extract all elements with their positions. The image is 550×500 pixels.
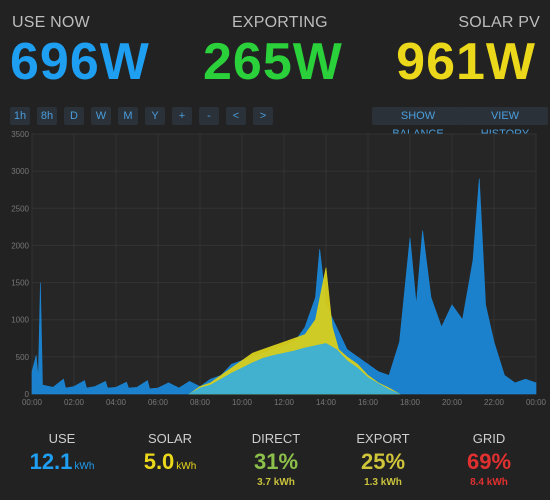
- x-tick-label: 18:00: [400, 398, 421, 407]
- x-tick-label: 00:00: [22, 398, 43, 407]
- y-tick-label: 3000: [11, 167, 29, 176]
- summary-stats: USE 12.1 kWh SOLAR 5.0 kWh DIRECT 31% 3.7 …: [0, 428, 550, 500]
- solar-pv-value: 961W: [396, 33, 536, 91]
- y-tick-label: 3500: [11, 130, 29, 139]
- summary-direct-label: DIRECT: [251, 431, 301, 446]
- summary-use: USE 12.1 kWh: [7, 428, 117, 479]
- y-tick-label: 1000: [11, 316, 29, 325]
- pan-right-button[interactable]: >: [253, 107, 273, 125]
- x-tick-label: 12:00: [274, 398, 295, 407]
- y-tick-label: 500: [16, 353, 30, 362]
- summary-grid-value: 69%: [466, 449, 512, 474]
- show-balance-button[interactable]: SHOW BALANCE: [372, 107, 464, 140]
- summary-grid-label: GRID: [472, 431, 506, 446]
- x-tick-label: 06:00: [148, 398, 169, 407]
- range-day-button[interactable]: D: [64, 107, 84, 125]
- x-tick-label: 02:00: [64, 398, 85, 407]
- use-now-label: USE NOW: [12, 14, 90, 31]
- summary-direct: DIRECT 31% 3.7 kWh: [221, 428, 331, 488]
- summary-grid-sub: 8.4 kWh: [470, 477, 508, 488]
- range-week-button[interactable]: W: [91, 107, 111, 125]
- header-stats: USE NOW 696W EXPORTING 265W SOLAR PV 961…: [0, 0, 550, 100]
- exporting-value: 265W: [203, 33, 343, 91]
- summary-export: EXPORT 25% 1.3 kWh: [328, 428, 438, 488]
- summary-use-label: USE: [48, 431, 76, 446]
- series-area-2: [188, 343, 400, 395]
- y-tick-label: 2500: [11, 204, 29, 213]
- use-now-value: 696W: [10, 33, 150, 91]
- summary-grid: GRID 69% 8.4 kWh: [434, 428, 544, 488]
- summary-direct-sub: 3.7 kWh: [257, 477, 295, 488]
- toolbar: 1h 8h D W M Y + - < > SHOW BALANCE VIEW …: [0, 107, 550, 140]
- range-1h-button[interactable]: 1h: [10, 107, 30, 125]
- range-8h-button[interactable]: 8h: [37, 107, 57, 125]
- summary-solar-label: SOLAR: [147, 431, 193, 446]
- x-tick-label: 00:00: [526, 398, 547, 407]
- solar-pv-label: SOLAR PV: [458, 14, 540, 31]
- zoom-in-button[interactable]: +: [172, 107, 192, 125]
- y-tick-label: 1500: [11, 279, 29, 288]
- range-month-button[interactable]: M: [118, 107, 138, 125]
- x-tick-label: 08:00: [190, 398, 211, 407]
- zoom-out-button[interactable]: -: [199, 107, 219, 125]
- summary-use-value: 12.1: [29, 449, 73, 474]
- summary-direct-value: 31%: [253, 449, 299, 474]
- x-tick-label: 22:00: [484, 398, 505, 407]
- power-chart-svg[interactable]: 0 500 1000 1500 2000 2500 3000 3500 00:00 02:00 04…: [0, 130, 550, 420]
- summary-solar-unit: kWh: [176, 461, 197, 472]
- x-tick-label: 16:00: [358, 398, 379, 407]
- x-tick-label: 10:00: [232, 398, 253, 407]
- power-chart[interactable]: 0 500 1000 1500 2000 2500 3000 3500 00:00 02:00 04…: [0, 130, 550, 420]
- exporting-label: EXPORTING: [232, 14, 328, 31]
- range-year-button[interactable]: Y: [145, 107, 165, 125]
- summary-export-value: 25%: [360, 449, 406, 474]
- y-tick-label: 2000: [11, 241, 29, 250]
- summary-export-sub: 1.3 kWh: [364, 477, 402, 488]
- y-tick-label: 0: [25, 390, 30, 399]
- view-history-button[interactable]: VIEW HISTORY: [462, 107, 548, 140]
- summary-solar-value: 5.0: [143, 449, 175, 474]
- summary-solar: SOLAR 5.0 kWh: [115, 428, 225, 479]
- x-tick-label: 14:00: [316, 398, 337, 407]
- x-tick-label: 04:00: [106, 398, 127, 407]
- summary-export-label: EXPORT: [356, 431, 410, 446]
- summary-use-unit: kWh: [74, 461, 95, 472]
- pan-left-button[interactable]: <: [226, 107, 246, 125]
- x-tick-label: 20:00: [442, 398, 463, 407]
